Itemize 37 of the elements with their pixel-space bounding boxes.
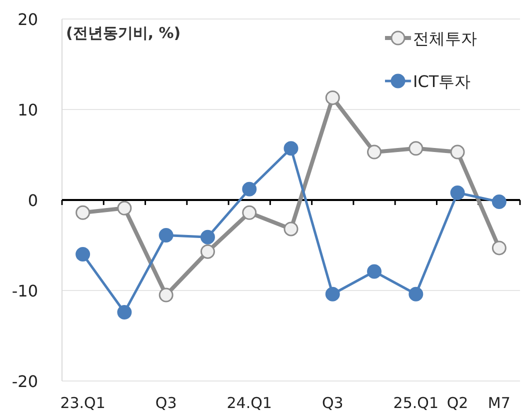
- x-tick-label: 24.Q1: [226, 394, 272, 412]
- point: [117, 304, 132, 320]
- y-tick-label: 0: [28, 191, 38, 210]
- point: [200, 244, 215, 259]
- y-axis-title: (전년동기비, %): [66, 24, 181, 42]
- point: [367, 144, 382, 160]
- point: [450, 186, 465, 200]
- y-tick-label: -10: [12, 282, 38, 300]
- point: [158, 288, 174, 302]
- y-tick-label: 20: [18, 10, 38, 29]
- y-tick-label: -20: [12, 372, 38, 391]
- point: [284, 222, 298, 236]
- point: [76, 247, 90, 262]
- point: [242, 182, 257, 196]
- x-tick-label: Q2: [446, 394, 468, 412]
- x-tick-label: M7: [488, 394, 510, 412]
- x-tick-label: 23.Q1: [60, 394, 106, 412]
- point: [158, 228, 174, 243]
- x-tick-label: 25.Q1: [393, 394, 439, 412]
- point: [325, 90, 340, 105]
- point: [492, 194, 506, 210]
- legend-label: ICT투자: [413, 72, 471, 91]
- point: [408, 141, 424, 156]
- point: [284, 141, 298, 156]
- x-tick-label: Q3: [155, 394, 177, 412]
- x-tick-label: Q3: [322, 394, 344, 412]
- point: [325, 286, 340, 302]
- legend-label: 전체투자: [413, 29, 477, 48]
- point: [492, 240, 506, 256]
- point: [117, 200, 132, 216]
- point: [76, 205, 90, 220]
- y-tick-label: 10: [18, 100, 38, 120]
- point: [367, 264, 382, 279]
- point: [242, 205, 257, 220]
- point: [200, 230, 215, 244]
- point: [408, 286, 424, 302]
- point: [450, 144, 465, 160]
